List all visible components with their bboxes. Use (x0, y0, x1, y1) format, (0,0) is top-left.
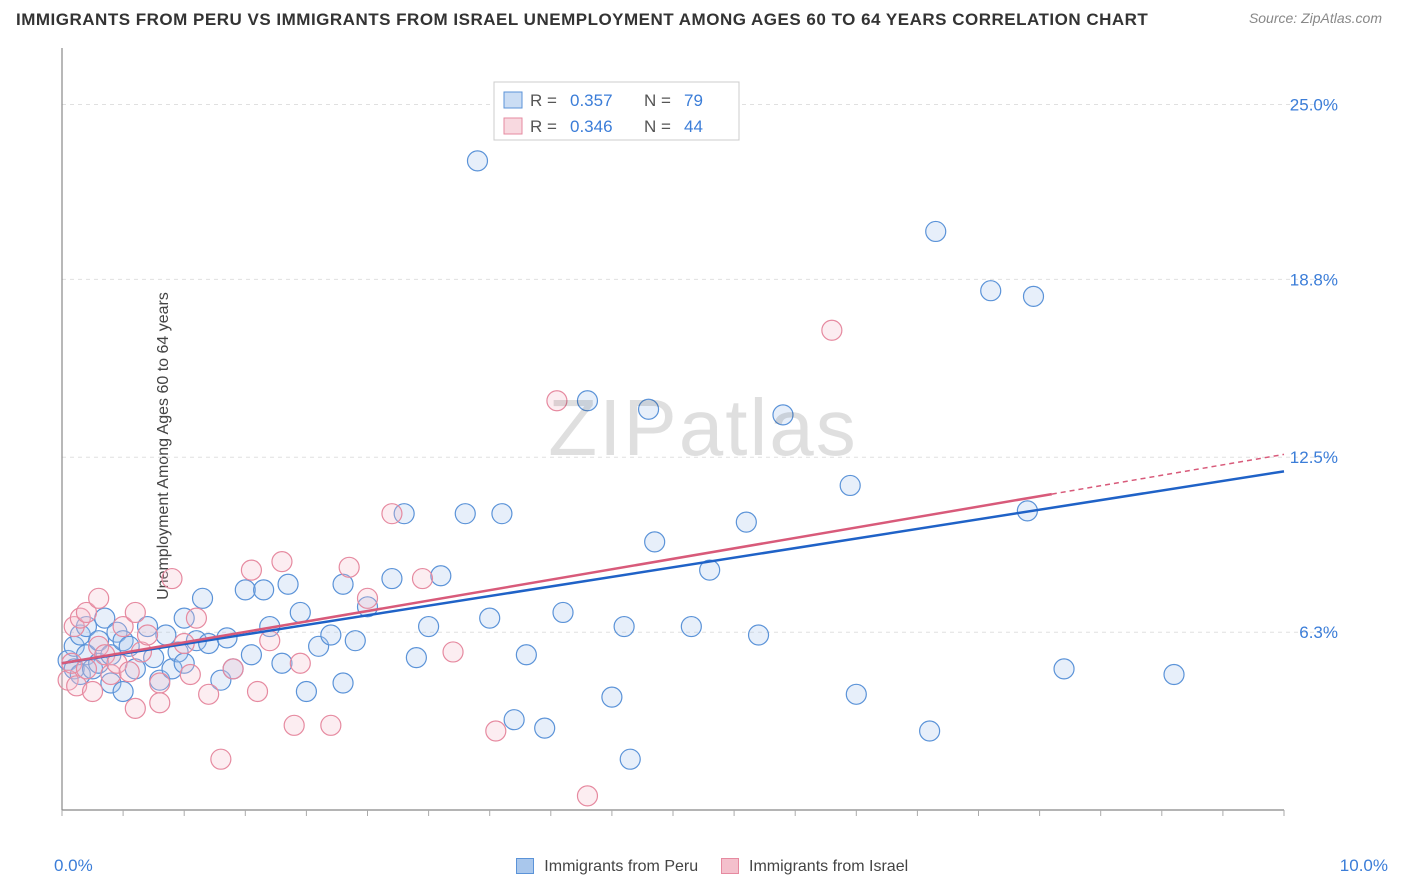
svg-text:R =: R = (530, 91, 557, 110)
legend-label-peru: Immigrants from Peru (544, 858, 698, 875)
svg-text:12.5%: 12.5% (1290, 448, 1338, 467)
legend-swatch-israel (721, 858, 739, 874)
svg-text:44: 44 (684, 117, 703, 136)
legend-label-israel: Immigrants from Israel (749, 858, 908, 875)
svg-text:18.8%: 18.8% (1290, 270, 1338, 289)
legend-swatch-peru (516, 858, 534, 874)
legend-bottom: Immigrants from Peru Immigrants from Isr… (0, 858, 1406, 876)
svg-text:0.346: 0.346 (570, 117, 613, 136)
svg-text:6.3%: 6.3% (1299, 623, 1338, 642)
svg-text:79: 79 (684, 91, 703, 110)
svg-text:N =: N = (644, 117, 671, 136)
source-label: Source: ZipAtlas.com (1249, 10, 1382, 26)
chart-title: IMMIGRANTS FROM PERU VS IMMIGRANTS FROM … (16, 10, 1148, 30)
svg-text:R =: R = (530, 117, 557, 136)
svg-text:N =: N = (644, 91, 671, 110)
scatter-plot: 6.3% 12.5% 18.8% 25.0% R = 0.357 N = 79 R = 0.346… (54, 40, 1344, 830)
svg-text:25.0%: 25.0% (1290, 95, 1338, 114)
svg-text:0.357: 0.357 (570, 91, 613, 110)
